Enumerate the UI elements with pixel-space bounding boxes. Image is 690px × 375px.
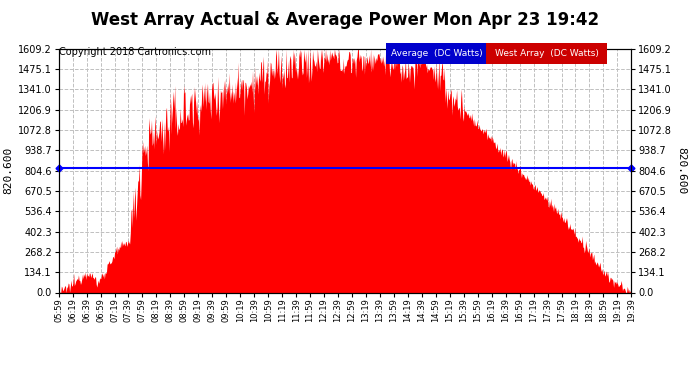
Y-axis label: 820.600: 820.600 [676,147,686,194]
Text: Copyright 2018 Cartronics.com: Copyright 2018 Cartronics.com [59,47,210,57]
Text: West Array Actual & Average Power Mon Apr 23 19:42: West Array Actual & Average Power Mon Ap… [91,11,599,29]
Y-axis label: 820.600: 820.600 [3,147,14,194]
Text: West Array  (DC Watts): West Array (DC Watts) [495,49,599,58]
Text: Average  (DC Watts): Average (DC Watts) [391,49,482,58]
